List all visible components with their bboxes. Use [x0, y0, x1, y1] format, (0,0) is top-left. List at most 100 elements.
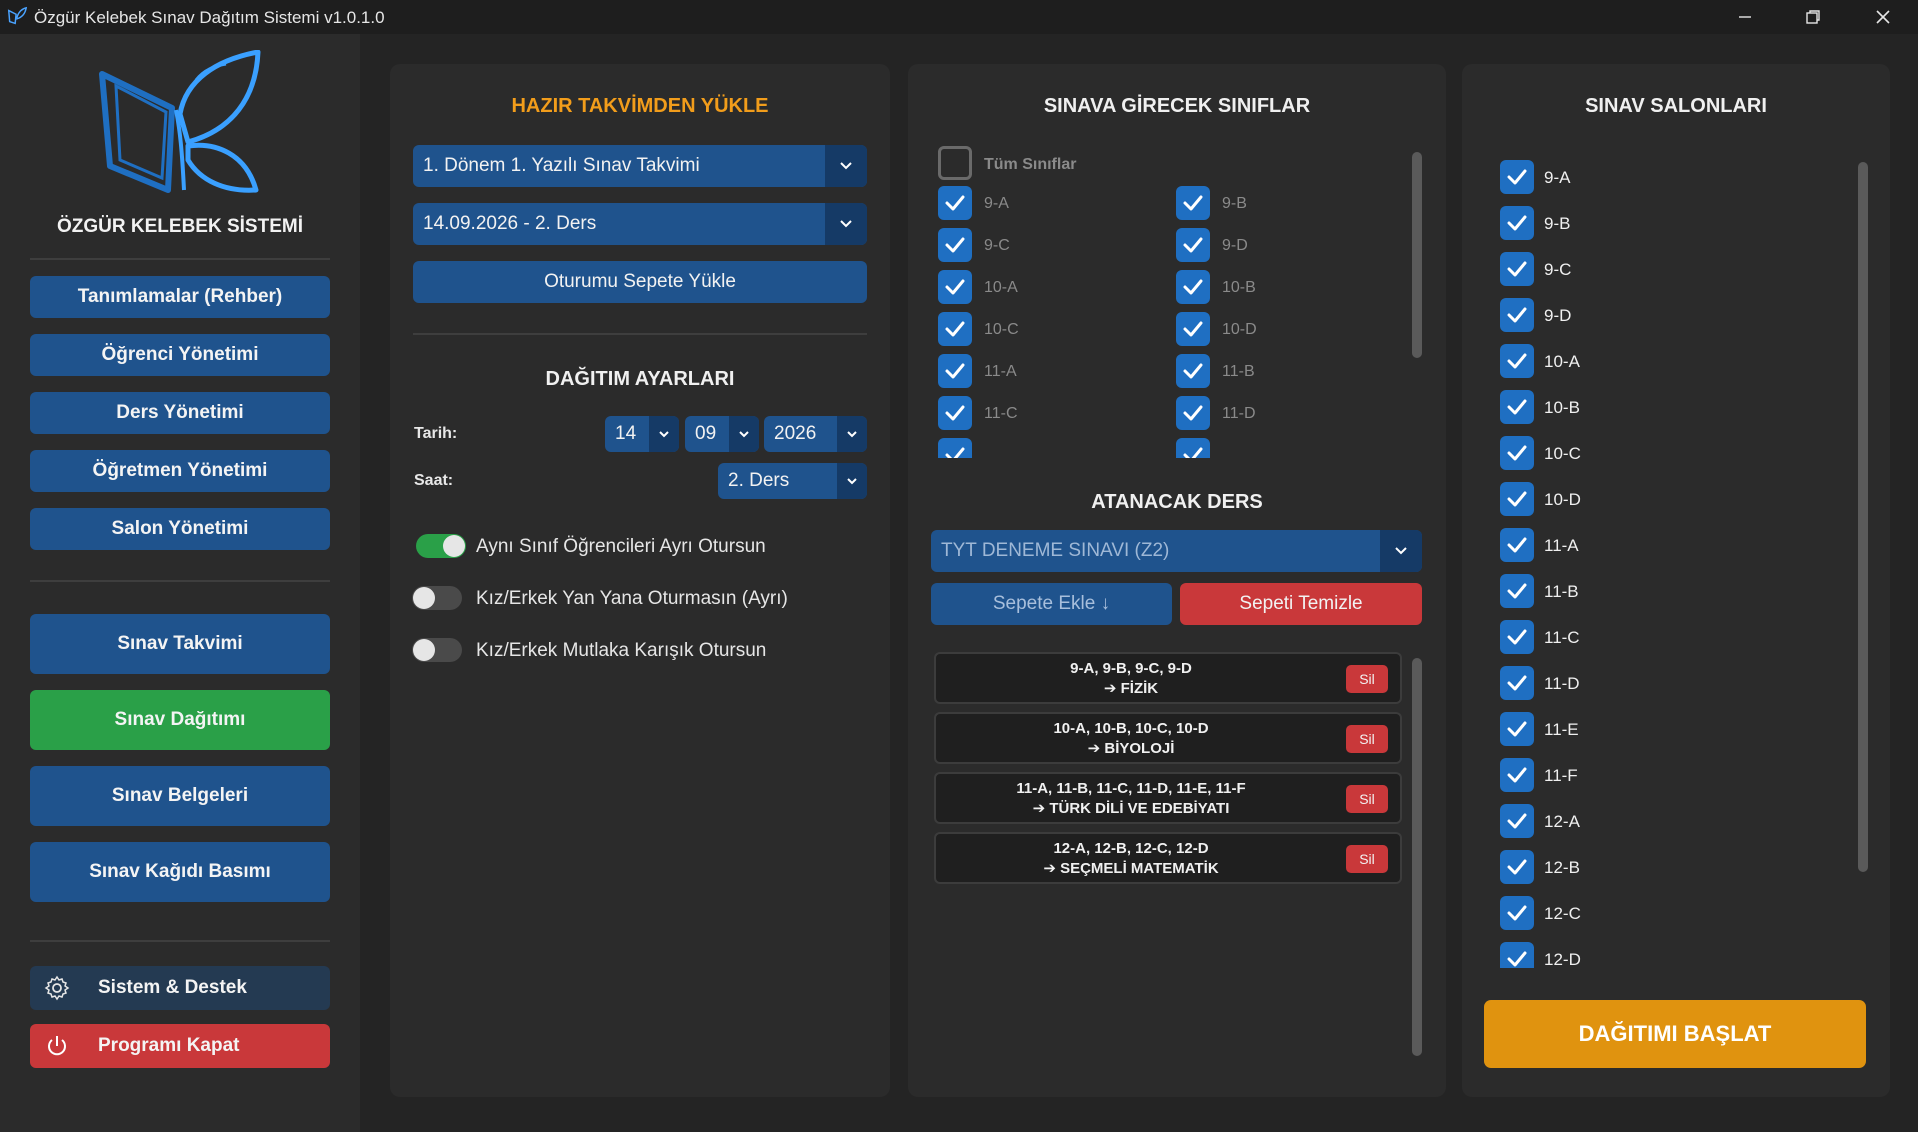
gender-mixed-toggle[interactable]: [412, 638, 462, 662]
sidebar-item-halls[interactable]: Salon Yönetimi: [30, 508, 330, 550]
remove-item-button[interactable]: Sil: [1346, 665, 1388, 693]
minimize-icon: [1739, 16, 1751, 18]
chevron-down-icon: [1380, 530, 1422, 572]
toggle-knob: [443, 535, 465, 557]
calendar-title: HAZIR TAKVİMDEN YÜKLE: [511, 95, 769, 117]
gender-separate-label: Kız/Erkek Yan Yana Oturmasın (Ayrı): [476, 588, 788, 609]
hall-checkbox[interactable]: [1500, 758, 1534, 792]
schedule-select[interactable]: 1. Dönem 1. Yazılı Sınav Takvimi: [413, 145, 867, 187]
hall-label: 10-C: [1544, 444, 1581, 463]
load-session-button[interactable]: Oturumu Sepete Yükle: [413, 261, 867, 303]
month-select[interactable]: 09: [685, 416, 759, 452]
hall-label: 10-D: [1544, 490, 1581, 509]
course-select[interactable]: TYT DENEME SINAVI (Z2): [931, 530, 1422, 572]
sidebar-divider: [30, 580, 330, 582]
restore-button[interactable]: [1780, 0, 1846, 34]
sidebar-item-exam-distribution[interactable]: Sınav Dağıtımı: [30, 690, 330, 750]
minimize-button[interactable]: [1712, 0, 1778, 34]
hall-checkbox[interactable]: [1500, 850, 1534, 884]
sidebar-item-courses[interactable]: Ders Yönetimi: [30, 392, 330, 434]
class-checkbox[interactable]: [938, 228, 972, 262]
all-classes-label: Tüm Sınıflar: [984, 156, 1077, 173]
hall-checkbox[interactable]: [1500, 620, 1534, 654]
same-class-separate-toggle[interactable]: [416, 534, 466, 558]
hall-label: 12-A: [1544, 812, 1580, 831]
sidebar-divider: [30, 940, 330, 942]
class-checkbox[interactable]: [1176, 186, 1210, 220]
class-checkbox[interactable]: [1176, 354, 1210, 388]
hall-checkbox[interactable]: [1500, 298, 1534, 332]
hall-label: 9-B: [1544, 214, 1571, 233]
hall-label: 12-C: [1544, 904, 1581, 923]
class-checkbox[interactable]: [938, 438, 972, 458]
hall-checkbox[interactable]: [1500, 482, 1534, 516]
hall-checkbox[interactable]: [1500, 160, 1534, 194]
hall-checkbox[interactable]: [1500, 436, 1534, 470]
classes-scrollbar[interactable]: [1412, 152, 1422, 358]
class-checkbox[interactable]: [1176, 312, 1210, 346]
classes-title: SINAVA GİRECEK SINIFLAR: [1043, 95, 1311, 117]
basket-scrollbar[interactable]: [1412, 658, 1422, 1056]
sidebar-item-exam-schedule[interactable]: Sınav Takvimi: [30, 614, 330, 674]
class-checkbox[interactable]: [1176, 438, 1210, 458]
hall-label: 11-C: [1544, 628, 1580, 647]
remove-item-button[interactable]: Sil: [1346, 725, 1388, 753]
sidebar-item-exam-printing[interactable]: Sınav Kağıdı Basımı: [30, 842, 330, 902]
all-classes-checkbox[interactable]: [938, 146, 972, 180]
clear-basket-button[interactable]: Sepeti Temizle: [1180, 583, 1422, 625]
class-checkbox[interactable]: [1176, 228, 1210, 262]
restore-icon: [1806, 10, 1820, 24]
basket-item-classes: 9-A, 9-B, 9-C, 9-D: [1070, 660, 1192, 677]
classes-list: Tüm Sınıflar 9-A 9-B 9-C 9-D 10-A 10-B 10-C 10-…: [930, 140, 1410, 458]
remove-item-button[interactable]: Sil: [1346, 845, 1388, 873]
class-label: 10-D: [1222, 321, 1257, 338]
close-button[interactable]: [1850, 0, 1916, 34]
halls-scrollbar[interactable]: [1858, 162, 1868, 872]
exit-program-button[interactable]: Programı Kapat: [30, 1024, 330, 1068]
chevron-down-icon: [837, 463, 867, 499]
class-checkbox[interactable]: [1176, 270, 1210, 304]
sidebar-item-students[interactable]: Öğrenci Yönetimi: [30, 334, 330, 376]
gender-separate-toggle[interactable]: [412, 586, 462, 610]
add-to-basket-button[interactable]: Sepete Ekle ↓: [931, 583, 1172, 625]
hall-checkbox[interactable]: [1500, 574, 1534, 608]
time-label: Saat:: [414, 472, 454, 489]
class-checkbox[interactable]: [938, 186, 972, 220]
hall-checkbox[interactable]: [1500, 344, 1534, 378]
panel-divider: [413, 333, 867, 335]
day-value: 14: [615, 423, 637, 444]
sidebar-item-definitions[interactable]: Tanımlamalar (Rehber): [30, 276, 330, 318]
remove-item-button[interactable]: Sil: [1346, 785, 1388, 813]
day-select[interactable]: 14: [605, 416, 679, 452]
class-label: 10-A: [984, 279, 1018, 296]
chevron-down-icon: [649, 416, 679, 452]
class-checkbox[interactable]: [938, 354, 972, 388]
system-support-button[interactable]: Sistem & Destek: [30, 966, 330, 1010]
hall-checkbox[interactable]: [1500, 206, 1534, 240]
hall-checkbox[interactable]: [1500, 528, 1534, 562]
sidebar-item-teachers[interactable]: Öğretmen Yönetimi: [30, 450, 330, 492]
hall-checkbox[interactable]: [1500, 804, 1534, 838]
hall-checkbox[interactable]: [1500, 666, 1534, 700]
hall-label: 11-B: [1544, 582, 1579, 601]
period-select[interactable]: 2. Ders: [718, 463, 867, 499]
hall-checkbox[interactable]: [1500, 390, 1534, 424]
class-label: 10-B: [1222, 279, 1256, 296]
hall-checkbox[interactable]: [1500, 252, 1534, 286]
toggle-knob: [413, 639, 435, 661]
hall-label: 12-D: [1544, 950, 1581, 968]
class-checkbox[interactable]: [938, 312, 972, 346]
class-checkbox[interactable]: [1176, 396, 1210, 430]
class-label: 11-C: [984, 405, 1018, 422]
hall-checkbox[interactable]: [1500, 896, 1534, 930]
sidebar-item-exam-documents[interactable]: Sınav Belgeleri: [30, 766, 330, 826]
hall-checkbox[interactable]: [1500, 712, 1534, 746]
class-label: 10-C: [984, 321, 1019, 338]
start-distribution-button[interactable]: DAĞITIMI BAŞLAT: [1484, 1000, 1866, 1068]
year-select[interactable]: 2026: [764, 416, 867, 452]
class-checkbox[interactable]: [938, 270, 972, 304]
hall-checkbox[interactable]: [1500, 942, 1534, 968]
class-checkbox[interactable]: [938, 396, 972, 430]
sidebar-divider: [30, 258, 330, 260]
session-select[interactable]: 14.09.2026 - 2. Ders: [413, 203, 867, 245]
